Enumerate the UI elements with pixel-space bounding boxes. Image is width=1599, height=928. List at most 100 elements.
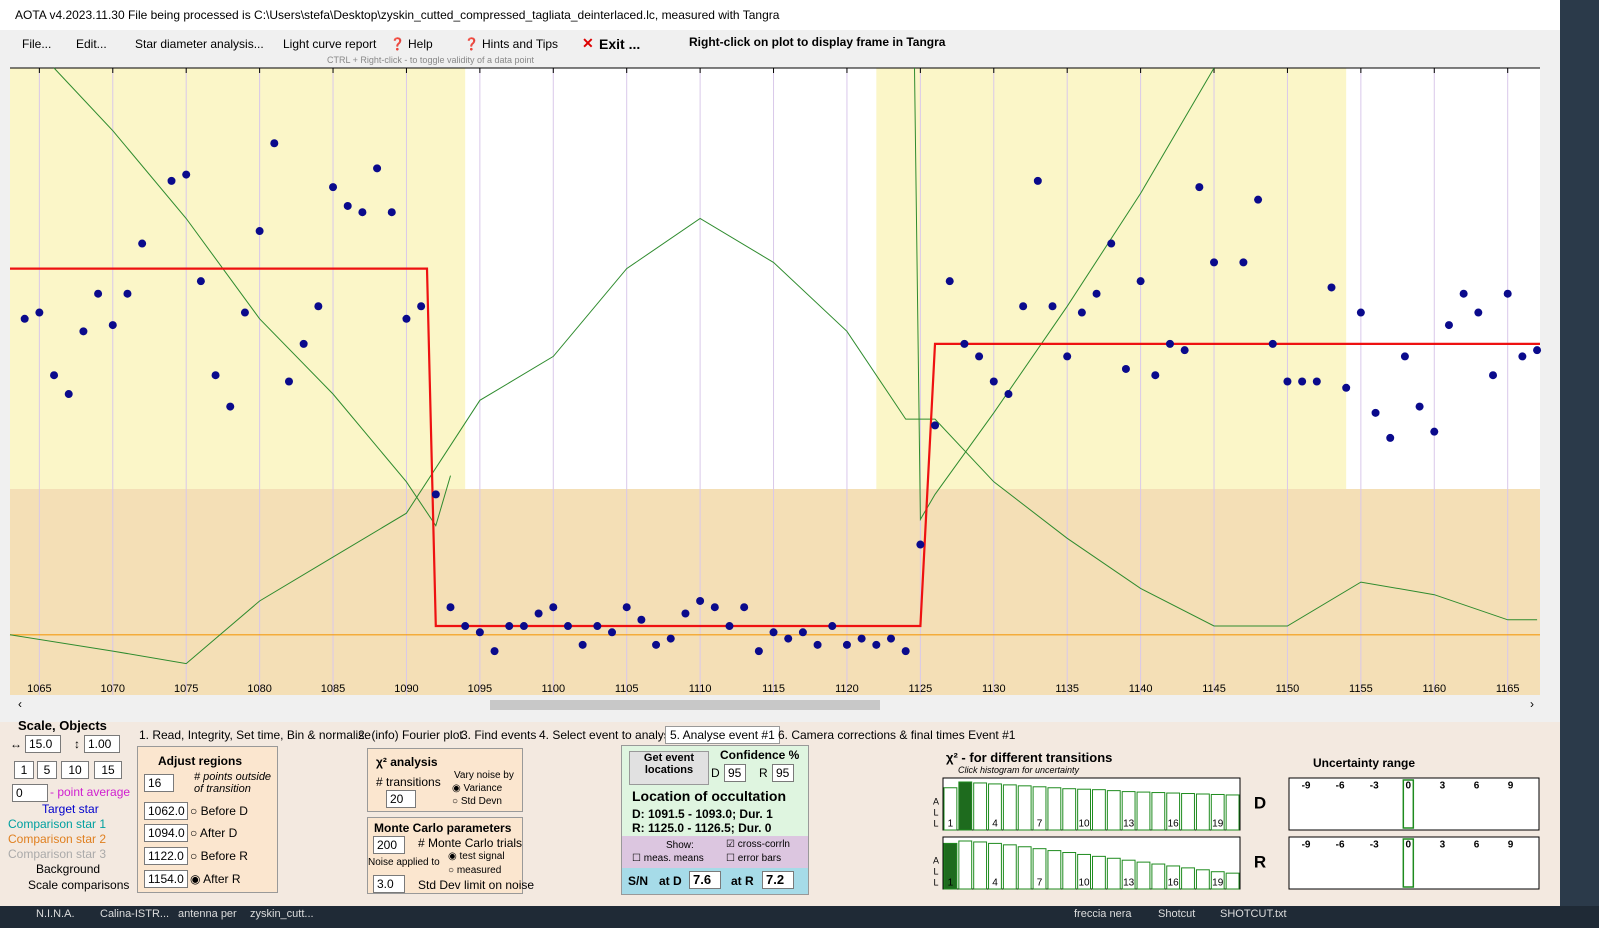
scale-button[interactable]: 5 [37, 761, 57, 779]
task[interactable]: zyskin_cutt... [250, 908, 314, 920]
get-events-button[interactable]: Get event locations [629, 751, 709, 785]
task[interactable]: SHOTCUT.txt [1220, 908, 1287, 920]
data-point [314, 302, 323, 311]
histogram-bar [973, 841, 988, 890]
data-point [431, 490, 440, 499]
location-title: Location of occultation [632, 788, 786, 804]
objects-input[interactable]: 1.00 [84, 735, 120, 753]
vary-radio[interactable]: ○ Std Devn [452, 796, 502, 807]
sn-d: 7.6 [689, 871, 721, 889]
tab[interactable]: 4. Select event to analyse [539, 728, 677, 742]
histogram-bar [1092, 789, 1106, 831]
data-point [916, 540, 925, 549]
scale-button[interactable]: 15 [94, 761, 122, 779]
histogram-bar [1047, 787, 1062, 831]
trials-input[interactable]: 200 [373, 836, 405, 854]
region-input[interactable]: 1122.0 [144, 847, 188, 865]
check[interactable]: ☑ cross-corrln [726, 839, 790, 850]
x-tick-label: 1115 [762, 683, 785, 695]
histogram-bar [1106, 790, 1121, 831]
task[interactable]: freccia nera [1074, 908, 1132, 920]
check[interactable]: ☐ error bars [726, 853, 782, 864]
data-point [1489, 371, 1498, 380]
points-input[interactable]: 16 [144, 774, 174, 792]
region-input[interactable]: 1094.0 [144, 824, 188, 842]
histogram-bar [1077, 853, 1091, 890]
histogram-name: R [1254, 852, 1266, 871]
uncertainty-tick: -6 [1336, 840, 1345, 851]
noise-label: Noise applied to [368, 857, 440, 868]
menu-item[interactable]: Help [408, 37, 433, 51]
limit-input[interactable]: 3.0 [373, 875, 405, 893]
histogram-bar [1225, 872, 1240, 890]
region-radio[interactable]: ○ Before D [190, 804, 248, 818]
data-point [681, 609, 690, 618]
menu-item[interactable]: Edit... [76, 37, 107, 51]
data-point [1430, 427, 1439, 436]
desktop-strip [1560, 0, 1599, 928]
region-radio[interactable]: ○ Before R [190, 849, 248, 863]
task[interactable]: antenna per [178, 908, 237, 920]
tab-active[interactable]: 5. Analyse event #1 [665, 726, 780, 744]
task[interactable]: Calina-ISTR... [100, 908, 170, 920]
d-confidence[interactable]: 95 [724, 764, 746, 782]
menu-item[interactable]: Hints and Tips [482, 37, 559, 51]
menu-item[interactable]: Light curve report [283, 37, 377, 51]
menu-item[interactable]: Exit ... [599, 36, 641, 52]
data-point [769, 628, 778, 637]
menu-item[interactable]: File... [22, 37, 52, 51]
histogram-bar [1017, 785, 1032, 831]
data-point [1415, 402, 1424, 411]
region-radio[interactable]: ○ After D [190, 826, 238, 840]
tab[interactable]: 1. Read, Integrity, Set time, Bin & norm… [139, 728, 371, 742]
x-tick-label: 1125 [909, 683, 933, 695]
uncertainty-tick: -3 [1370, 840, 1379, 851]
tab[interactable]: 6. Camera corrections & final times Even… [778, 728, 1016, 742]
menu-item[interactable]: Star diameter analysis... [135, 37, 264, 51]
x-tick-label: 1075 [174, 683, 198, 695]
transitions-input[interactable]: 20 [386, 790, 416, 808]
data-point [798, 628, 807, 637]
histogram-bar [1181, 867, 1195, 890]
tab[interactable]: 3. Find events [461, 728, 537, 742]
noise-radio[interactable]: ◉ test signal [448, 851, 505, 862]
scale-button[interactable]: 10 [61, 761, 89, 779]
histogram-bar [1151, 792, 1166, 831]
histogram-label: 16 [1168, 819, 1180, 830]
data-point [373, 164, 382, 173]
data-point [123, 289, 132, 298]
histogram-bar [988, 783, 1002, 831]
data-point [211, 371, 220, 380]
transitions-label: # transitions [376, 775, 441, 789]
scale-comparisons[interactable]: Scale comparisons [28, 878, 130, 892]
histogram-bar [1136, 861, 1151, 890]
uncertainty-tick: -9 [1302, 840, 1311, 851]
region-radio[interactable]: ◉ After R [190, 872, 241, 886]
vary-radio[interactable]: ◉ Variance [452, 783, 503, 794]
region-input[interactable]: 1154.0 [144, 870, 188, 888]
data-point [1327, 283, 1336, 292]
tab[interactable]: 2. (info) Fourier plot [358, 728, 463, 742]
r-confidence[interactable]: 95 [772, 764, 794, 782]
histogram-label: 4 [992, 819, 998, 830]
histogram-bar [958, 840, 973, 890]
sn-r-label: at R [731, 874, 754, 888]
noise-radio[interactable]: ○ measured [448, 865, 502, 876]
uncertainty-tick: 9 [1508, 781, 1514, 792]
task[interactable]: Shotcut [1158, 908, 1196, 920]
data-point [842, 640, 851, 649]
uncertainty-tick: 0 [1406, 781, 1412, 792]
average-select[interactable]: 0 [12, 784, 48, 802]
histogram-bar [1210, 871, 1225, 890]
scale-input[interactable]: 15.0 [25, 735, 61, 753]
check[interactable]: ☐ meas. means [632, 853, 704, 864]
light-curve-plot[interactable]: 1065 1070 1075 1080 1085 1090 1095 1100 1105 1110… [0, 0, 1560, 720]
data-point [343, 201, 352, 210]
task[interactable]: N.I.N.A. [36, 908, 75, 920]
histogram-bar [1225, 794, 1240, 831]
all-label: L [933, 877, 938, 887]
region-input[interactable]: 1062.0 [144, 802, 188, 820]
scale-button[interactable]: 1 [14, 761, 34, 779]
histogram-bar [1002, 844, 1017, 890]
